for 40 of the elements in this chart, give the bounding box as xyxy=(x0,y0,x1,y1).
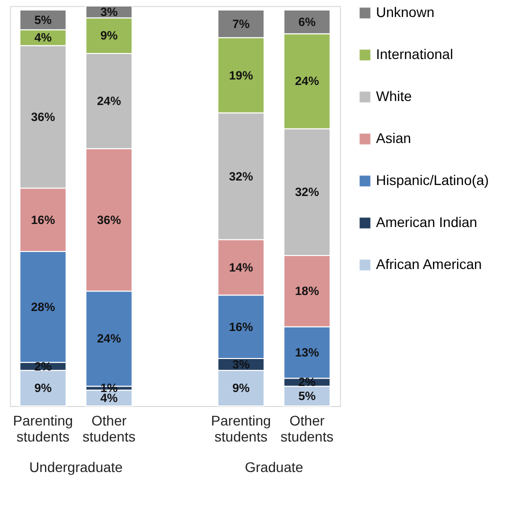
legend-label: Asian xyxy=(376,130,412,146)
legend-label: White xyxy=(376,88,412,104)
data-label: 9% xyxy=(100,28,118,43)
data-label: 5% xyxy=(298,389,316,404)
data-label: 32% xyxy=(294,185,320,200)
data-label: 28% xyxy=(30,300,56,314)
x-tick-label: Other students xyxy=(280,412,334,444)
data-label: 19% xyxy=(228,68,254,82)
x-tick-label: Other students xyxy=(82,412,136,444)
data-label: 2% xyxy=(298,375,316,390)
legend-label: Unknown xyxy=(376,4,434,20)
data-label: 32% xyxy=(228,169,254,184)
data-label: 36% xyxy=(96,212,122,227)
x-tick-label: Parenting students xyxy=(211,412,271,444)
data-label: 14% xyxy=(228,260,254,274)
legend-label: American Indian xyxy=(376,214,478,230)
text: Graduate xyxy=(244,459,304,475)
data-label: 18% xyxy=(294,284,320,298)
data-label: 5% xyxy=(34,12,52,27)
data-label: 2% xyxy=(34,359,52,374)
data-label: 9% xyxy=(34,381,52,396)
data-label: 4% xyxy=(34,30,52,45)
data-label: 4% xyxy=(100,391,118,406)
text: Undergraduate xyxy=(29,459,123,475)
data-label: 6% xyxy=(298,14,316,29)
data-label: 13% xyxy=(294,346,320,360)
data-label: 36% xyxy=(30,110,56,124)
data-label: 16% xyxy=(30,212,56,227)
data-label: 3% xyxy=(232,357,250,372)
data-label: 7% xyxy=(232,16,250,31)
legend-label: African American xyxy=(376,256,482,272)
data-label: 3% xyxy=(100,4,118,19)
data-label: 16% xyxy=(228,320,254,334)
data-label: 24% xyxy=(96,94,122,108)
legend-label: International xyxy=(376,46,454,62)
x-tick-label: Parenting students xyxy=(13,412,73,444)
data-label: 24% xyxy=(96,332,122,346)
data-label: 9% xyxy=(232,381,250,396)
data-label: 24% xyxy=(294,74,320,88)
legend-label: Hispanic/Latino(a) xyxy=(376,172,489,188)
